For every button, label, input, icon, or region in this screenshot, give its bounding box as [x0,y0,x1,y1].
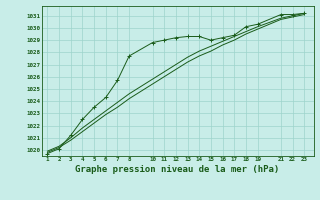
X-axis label: Graphe pression niveau de la mer (hPa): Graphe pression niveau de la mer (hPa) [76,165,280,174]
